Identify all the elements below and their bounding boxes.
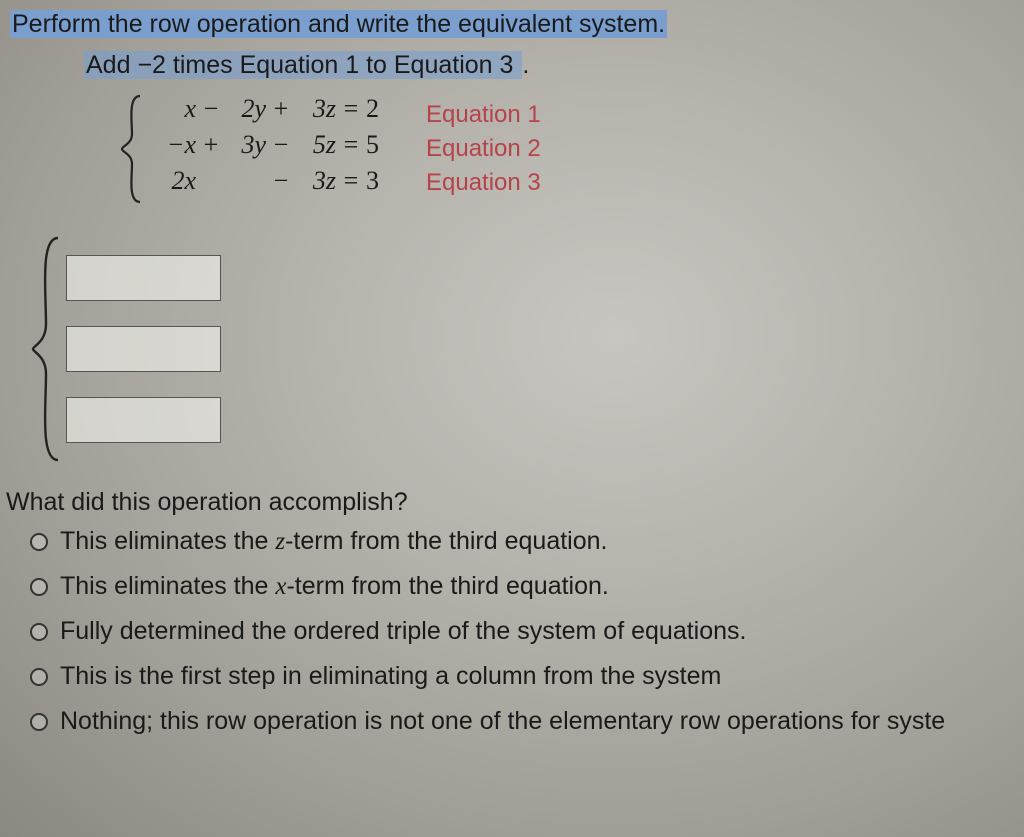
opt2-var: x	[275, 573, 286, 600]
equation-3: 2x − 3z = 3	[146, 166, 386, 196]
eq1-op2: +	[266, 94, 296, 124]
instr-eq-b: 3	[500, 51, 514, 79]
answer-input-1[interactable]	[66, 255, 221, 301]
eq1-label: Equation 1	[426, 101, 541, 129]
eq2-label: Equation 2	[426, 135, 541, 163]
mc-options: This eliminates the z-term from the thir…	[30, 527, 1024, 736]
opt3-pre: Fully determined the ordered triple of t…	[60, 617, 746, 645]
answer-input-2[interactable]	[66, 326, 221, 372]
eq1-equals: =	[336, 94, 366, 124]
option-4[interactable]: This is the first step in eliminating a …	[30, 662, 1024, 691]
left-brace-icon	[120, 94, 146, 204]
row-op-instruction: Add −2 times Equation 1 to Equation 3 .	[84, 51, 1024, 80]
opt5-pre: Nothing; this row operation is not one o…	[60, 707, 945, 735]
equation-2: −x + 3y − 5z = 5	[146, 130, 386, 160]
eq2-op2: −	[266, 130, 296, 160]
radio-icon	[30, 578, 48, 596]
eq1-y: 2y	[226, 94, 266, 124]
eq1-rhs: 2	[366, 94, 386, 124]
followup-question: What did this operation accomplish?	[6, 488, 1024, 517]
eq1-x: x	[146, 94, 196, 124]
eq1-op1: −	[196, 94, 226, 124]
eq3-z: 3z	[296, 166, 336, 196]
opt1-post: -term from the third equation.	[285, 527, 607, 555]
eq2-z: 5z	[296, 130, 336, 160]
radio-icon	[30, 623, 48, 641]
equation-1: x − 2y + 3z = 2	[146, 94, 386, 124]
opt1-pre: This eliminates the	[60, 527, 275, 555]
eq3-equals: =	[336, 166, 366, 196]
answer-system	[30, 234, 1024, 464]
eq3-op2: −	[266, 166, 296, 196]
answer-input-3[interactable]	[66, 397, 221, 443]
instr-to: to Equation	[359, 51, 499, 79]
eq3-x: 2x	[146, 166, 196, 196]
radio-icon	[30, 668, 48, 686]
radio-icon	[30, 533, 48, 551]
problem-prompt: Perform the row operation and write the …	[0, 8, 1024, 41]
option-1[interactable]: This eliminates the z-term from the thir…	[30, 527, 1024, 556]
instr-scalar: −2	[137, 51, 166, 79]
eq2-x: −x	[146, 130, 196, 160]
answer-brace-icon	[30, 234, 66, 464]
option-5[interactable]: Nothing; this row operation is not one o…	[30, 707, 1024, 736]
eq2-y: 3y	[226, 130, 266, 160]
opt1-var: z	[275, 528, 285, 555]
opt2-post: -term from the third equation.	[286, 572, 608, 600]
instr-pre: Add	[86, 51, 137, 79]
prompt-text: Perform the row operation and write the …	[10, 10, 667, 38]
option-2[interactable]: This eliminates the x-term from the thir…	[30, 572, 1024, 601]
instr-mid: times Equation	[166, 51, 345, 79]
eq3-label: Equation 3	[426, 169, 541, 197]
option-3[interactable]: Fully determined the ordered triple of t…	[30, 617, 1024, 646]
opt2-pre: This eliminates the	[60, 572, 275, 600]
opt4-pre: This is the first step in eliminating a …	[60, 662, 721, 690]
eq2-rhs: 5	[366, 130, 386, 160]
system-equations: x − 2y + 3z = 2 −x + 3y − 5z = 5	[120, 94, 1024, 204]
eq3-rhs: 3	[366, 166, 386, 196]
eq2-equals: =	[336, 130, 366, 160]
eq1-z: 3z	[296, 94, 336, 124]
eq2-op1: +	[196, 130, 226, 160]
instr-dot: .	[522, 51, 529, 79]
radio-icon	[30, 713, 48, 731]
instr-eq-a: 1	[345, 51, 359, 79]
